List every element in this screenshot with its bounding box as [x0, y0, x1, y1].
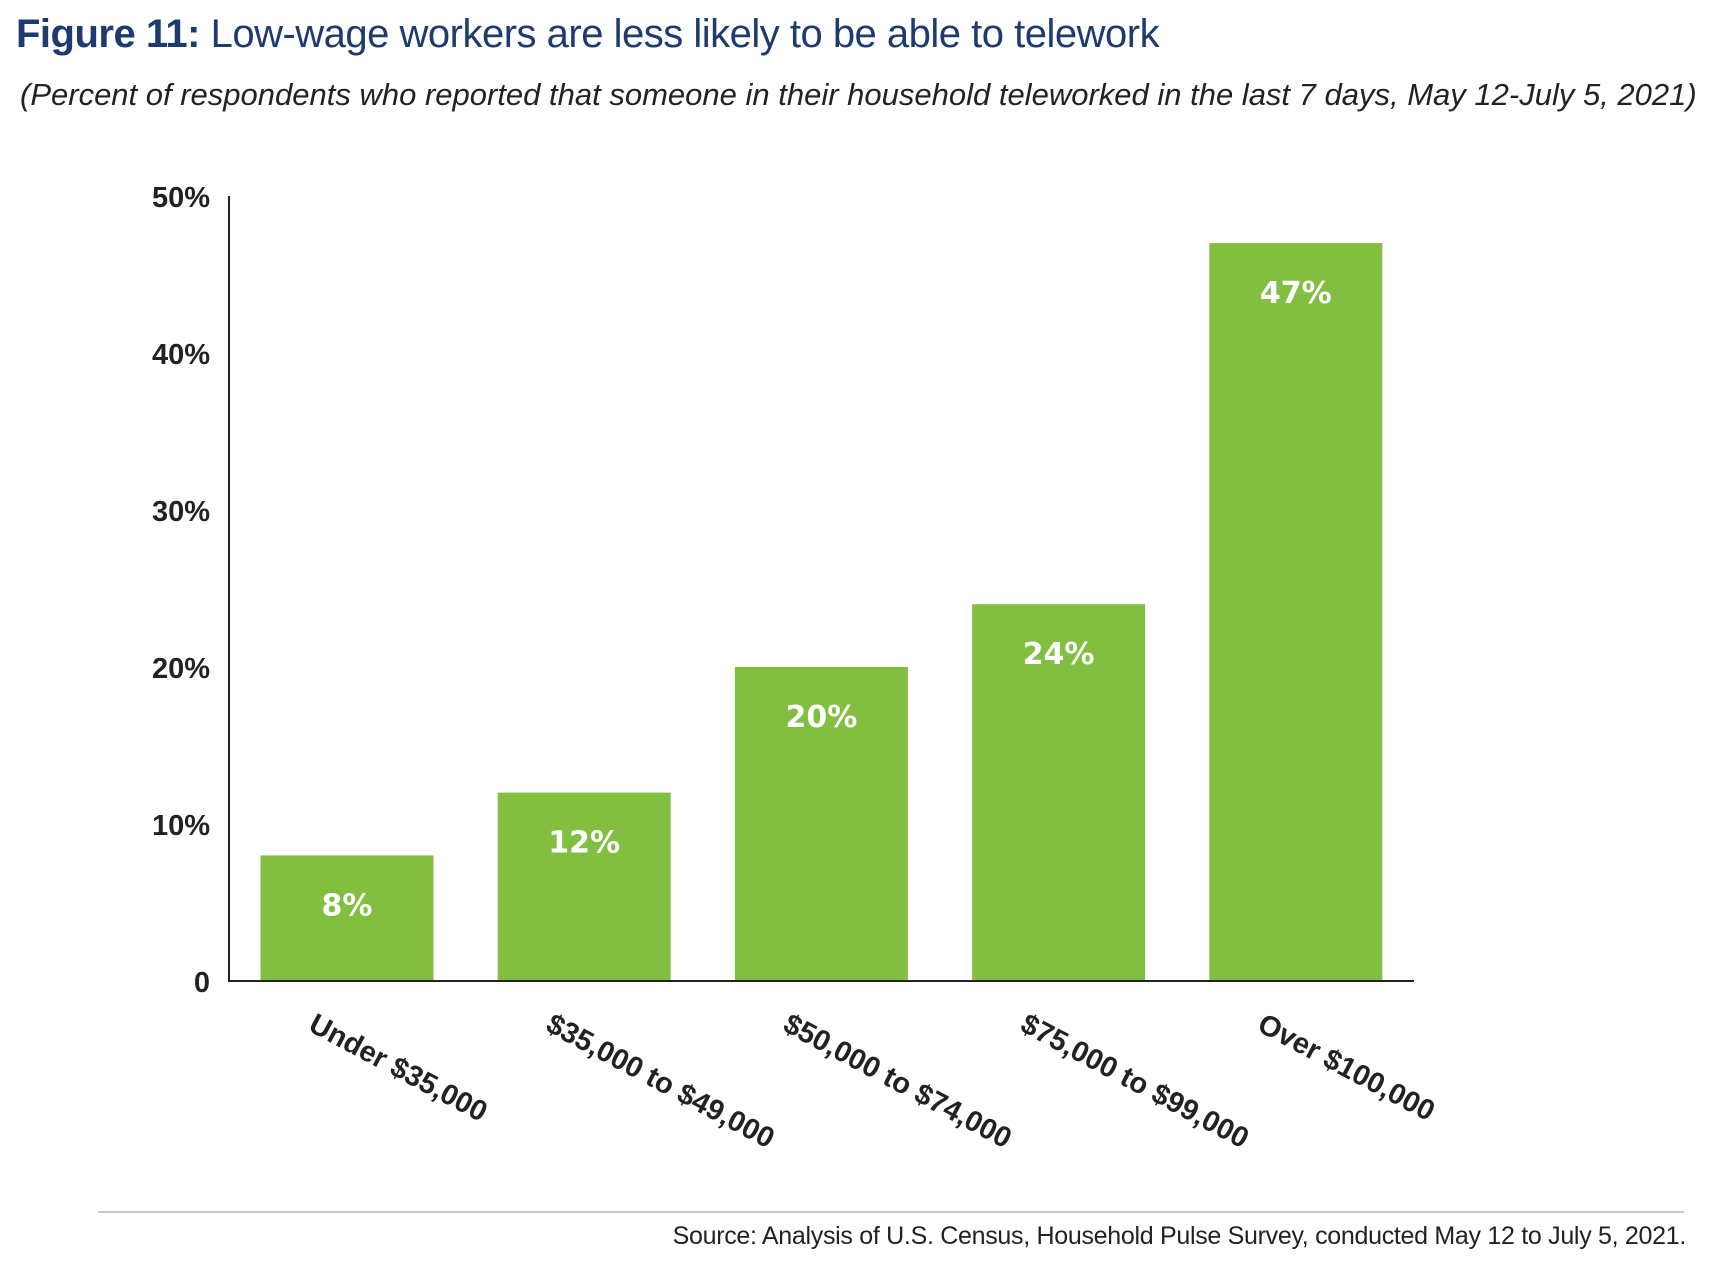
bar-value-label: 24% [1023, 637, 1095, 672]
axis-lines [228, 196, 1414, 982]
figure-title: Low-wage workers are less likely to be a… [210, 12, 1160, 56]
bar [972, 604, 1146, 981]
y-axis: 0 10% 20% 30% 40% 50% [152, 182, 210, 999]
bar [1209, 243, 1383, 982]
bar-value-label: 12% [548, 826, 620, 861]
y-tick-label: 30% [152, 496, 210, 528]
chart-title: Figure 11: Low-wage workers are less lik… [16, 12, 1160, 57]
x-category-label: $35,000 to $49,000 [541, 1008, 780, 1155]
bar [734, 667, 908, 981]
figure-number: Figure 11: [16, 12, 200, 56]
chart-subtitle: (Percent of respondents who reported tha… [20, 77, 1697, 112]
y-tick-label: 20% [152, 653, 210, 685]
source-divider [98, 1211, 1684, 1213]
x-category-label: Over $100,000 [1253, 1008, 1440, 1128]
data-labels: 8% 12% 20% 24% 47% [322, 276, 1332, 923]
x-category-label: Under $35,000 [304, 1008, 493, 1129]
y-tick-label: 40% [152, 339, 210, 371]
y-tick-label: 10% [152, 810, 210, 842]
x-axis-categories: Under $35,000 $35,000 to $49,000$50,000 t… [304, 1008, 1440, 1155]
x-category-label: $75,000 to $99,000 [1015, 1008, 1254, 1155]
bars [260, 243, 1383, 982]
bar [260, 855, 434, 981]
source-note: Source: Analysis of U.S. Census, Househo… [672, 1222, 1687, 1250]
y-tick-label: 50% [152, 182, 210, 214]
bar [497, 792, 671, 981]
bar-value-label: 47% [1260, 276, 1332, 311]
y-tick-label: 0 [194, 967, 210, 999]
x-category-label: $50,000 to $74,000 [778, 1008, 1017, 1155]
bar-value-label: 8% [322, 888, 373, 923]
bar-value-label: 20% [785, 700, 857, 735]
